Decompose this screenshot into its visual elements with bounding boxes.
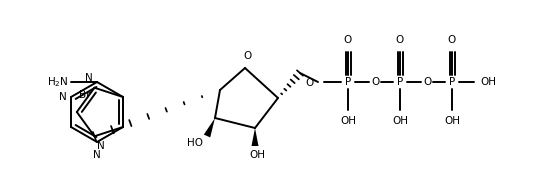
Text: OH: OH	[444, 116, 460, 126]
Text: O: O	[371, 77, 379, 87]
Text: O: O	[243, 51, 251, 61]
Text: P: P	[397, 77, 403, 87]
Text: N: N	[85, 73, 93, 83]
Text: O: O	[448, 35, 456, 45]
Text: OH: OH	[480, 77, 496, 87]
Text: N: N	[59, 92, 67, 102]
Text: OH: OH	[340, 116, 356, 126]
Text: P: P	[449, 77, 455, 87]
Polygon shape	[204, 118, 215, 137]
Text: O: O	[306, 78, 314, 88]
Text: HO: HO	[187, 138, 203, 148]
Text: P: P	[345, 77, 351, 87]
Text: N: N	[93, 150, 101, 160]
Polygon shape	[252, 128, 259, 146]
Text: OH: OH	[249, 150, 265, 160]
Text: H$_2$N: H$_2$N	[48, 75, 69, 89]
Text: OH: OH	[392, 116, 408, 126]
Text: N: N	[98, 141, 105, 151]
Text: O: O	[344, 35, 352, 45]
Text: Br: Br	[79, 90, 90, 100]
Text: O: O	[396, 35, 404, 45]
Text: O: O	[423, 77, 431, 87]
